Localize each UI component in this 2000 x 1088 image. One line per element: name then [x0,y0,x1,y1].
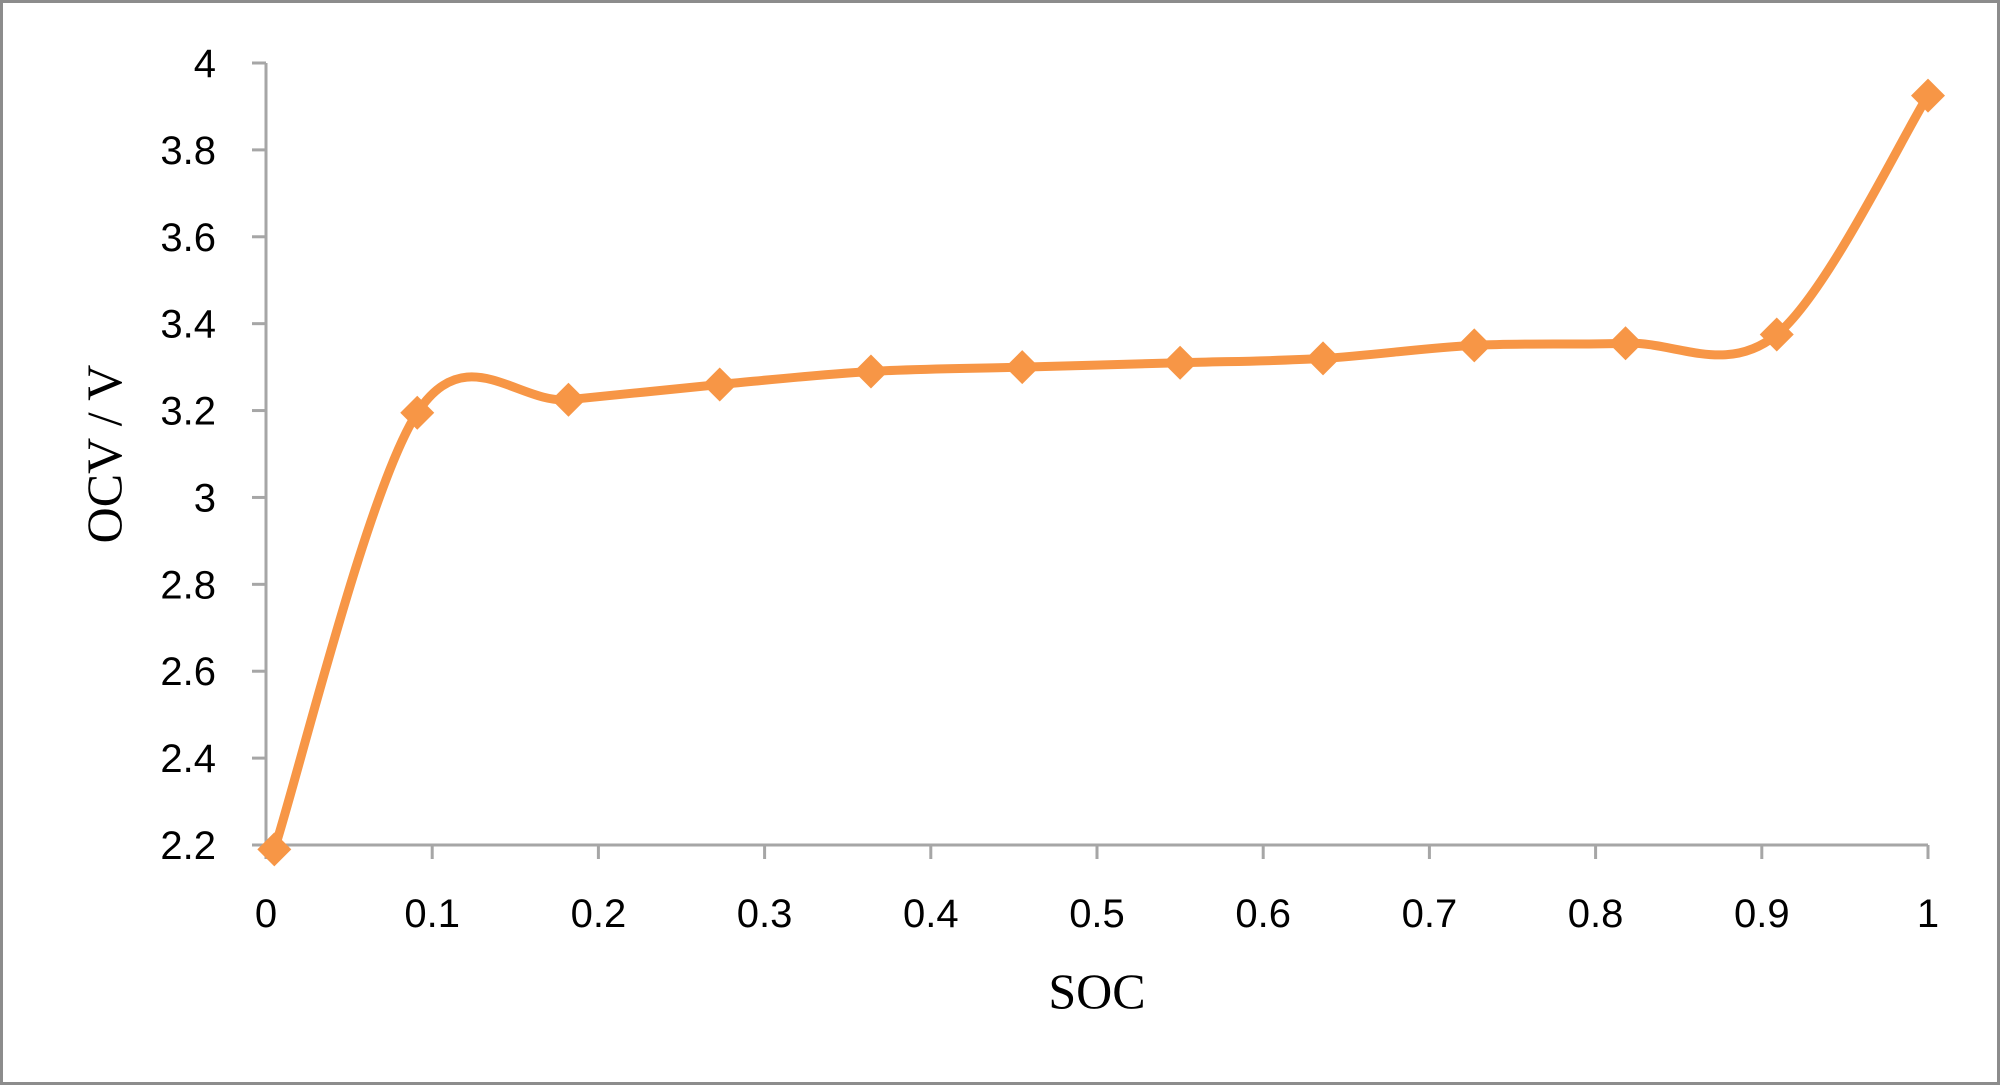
x-axis-title: SOC [1048,963,1145,1019]
x-tick-label: 0.4 [903,892,959,936]
data-point-marker [1163,345,1198,380]
y-tick-label: 4 [194,42,216,86]
data-point-marker [1759,317,1794,352]
x-tick-label: 0.7 [1402,892,1458,936]
y-tick-label: 2.2 [160,824,216,868]
axes [264,63,1928,847]
series-layer [257,78,1945,867]
data-point-marker [1608,326,1643,361]
data-point-marker [257,832,292,867]
x-tick-label: 0.2 [571,892,627,936]
x-tick-label: 0.5 [1069,892,1125,936]
y-axis-title: OCV / V [76,365,132,544]
y-axis-ticks: 2.2 2.4 2.6 2.8 3 3.2 3.4 3.6 3.8 4 [160,42,266,868]
y-tick-label: 3.8 [160,129,216,173]
y-tick-label: 3 [194,476,216,520]
x-tick-label: 0.1 [404,892,460,936]
x-tick-label: 0.9 [1734,892,1790,936]
data-point-marker [1457,328,1492,363]
ocv-soc-chart: 2.2 2.4 2.6 2.8 3 3.2 3.4 3.6 3.8 4 0 0.1 0.2 0.3 0.4… [76,42,1945,1019]
y-tick-label: 2.4 [160,737,216,781]
y-tick-label: 3.2 [160,390,216,434]
data-point-marker [1306,341,1341,376]
data-point-marker [1911,78,1945,113]
series-line [269,91,1933,854]
y-tick-label: 3.4 [160,303,216,347]
y-tick-label: 3.6 [160,216,216,260]
data-point-marker [551,382,586,417]
x-tick-label: 0.6 [1235,892,1291,936]
x-tick-label: 0.3 [737,892,793,936]
x-tick-label: 0.8 [1568,892,1624,936]
x-tick-label: 0 [255,892,277,936]
x-tick-label: 1 [1917,892,1939,936]
data-point-marker [702,367,737,402]
y-tick-label: 2.6 [160,650,216,694]
data-point-marker [853,354,888,389]
data-point-marker [1005,350,1040,385]
x-axis-ticks: 0 0.1 0.2 0.3 0.4 0.5 0.6 0.7 0.8 0.9 1 [255,845,1939,936]
data-point-marker [400,395,435,430]
y-tick-label: 2.8 [160,563,216,607]
